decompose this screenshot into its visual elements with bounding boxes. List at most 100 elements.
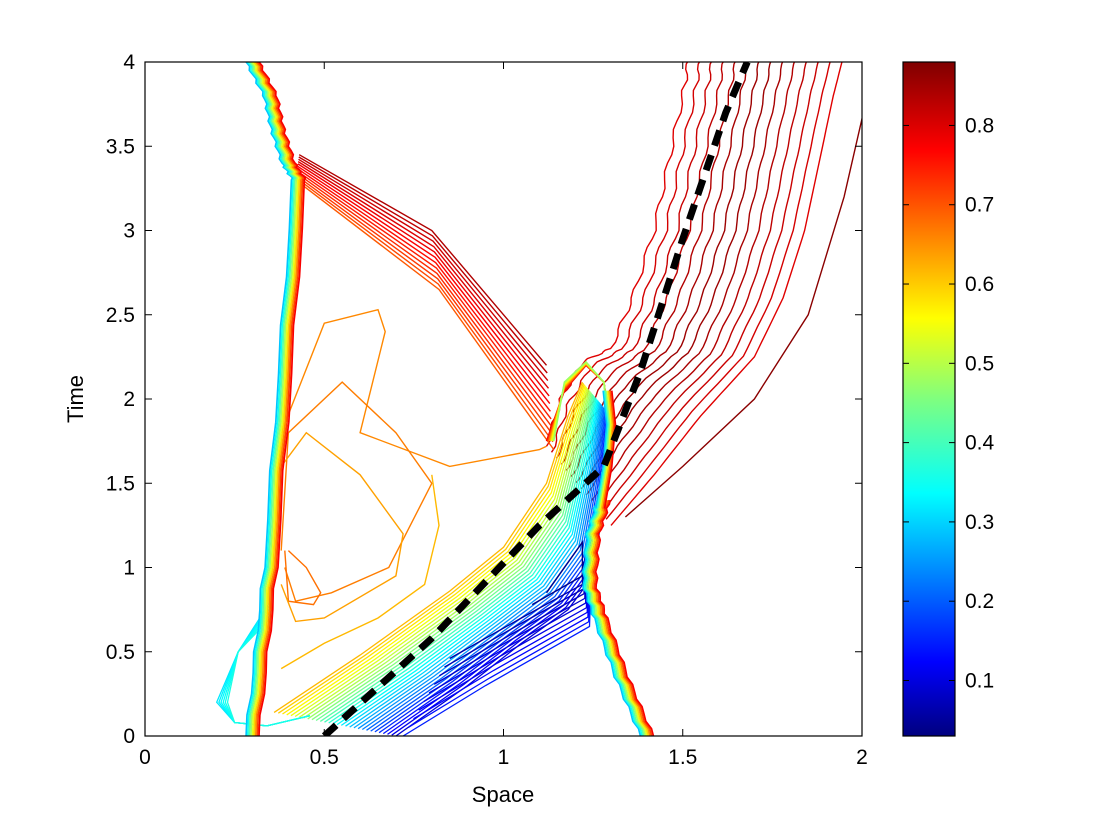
band-contour	[273, 381, 583, 713]
upper-left-contour	[296, 167, 551, 412]
plateau-contour	[280, 381, 433, 603]
band-contour	[353, 404, 602, 729]
upper-contour	[575, 62, 760, 484]
y-tick-label: 1.5	[106, 472, 135, 495]
right-shock	[581, 499, 642, 736]
wedge-contour	[531, 540, 584, 606]
x-tick-label: 2	[856, 746, 868, 769]
band-contour	[282, 384, 585, 715]
band-contour	[319, 394, 594, 722]
band-contour	[294, 387, 588, 718]
right-shock	[586, 499, 647, 736]
plateau-contour	[280, 431, 404, 623]
left-shock	[256, 62, 305, 736]
y-axis-label: Time	[63, 375, 88, 423]
upper-contour	[585, 62, 784, 496]
y-axis-ticks: 0 0.5 1 1.5 2 2.5 3 3.5 4	[106, 51, 862, 748]
band-contour	[311, 392, 592, 721]
upper-contour	[610, 62, 843, 526]
right-shock-upper	[596, 390, 610, 509]
left-shock	[250, 62, 299, 736]
right-shock	[583, 499, 643, 736]
upper-left-contour	[297, 165, 551, 405]
right-shock	[593, 499, 653, 736]
y-tick-label: 1	[123, 557, 135, 580]
right-shock-upper	[595, 390, 608, 509]
upper-left-contour	[298, 158, 549, 382]
right-shock	[585, 499, 645, 736]
upper-contour	[580, 62, 772, 490]
upper-left-contour	[296, 170, 552, 420]
band-contour	[307, 391, 591, 720]
y-tick-label: 2.5	[106, 304, 135, 327]
band-contour	[340, 400, 599, 726]
upper-contour	[605, 62, 831, 520]
band-contour	[370, 408, 606, 732]
left-shock	[258, 62, 307, 736]
upper-left-contour	[298, 154, 548, 366]
colorbar-tick-label: 0.1	[965, 669, 994, 692]
upper-left-contour	[296, 172, 553, 428]
colorbar	[903, 62, 955, 736]
right-shock	[591, 499, 651, 736]
y-tick-label: 0	[123, 725, 135, 748]
y-tick-label: 3.5	[106, 135, 135, 158]
right-shock-upper	[603, 390, 617, 509]
upper-left-contour	[297, 161, 550, 389]
colorbar-tick-label: 0.7	[965, 194, 994, 217]
plateau-contour	[280, 474, 440, 670]
plateau-contour	[284, 550, 322, 606]
right-shock-upper	[598, 390, 611, 509]
upper-contour	[595, 62, 808, 508]
upper-left-contour	[297, 163, 550, 397]
upper-contour	[624, 115, 862, 518]
band-contour	[315, 393, 593, 722]
colorbar-tick-label: 0.8	[965, 114, 994, 137]
upper-contour	[590, 62, 796, 502]
left-shock	[251, 62, 300, 736]
band-contour	[328, 397, 596, 724]
x-axis-label: Space	[472, 782, 534, 807]
y-tick-label: 4	[123, 51, 135, 74]
band-contour	[349, 403, 601, 728]
upper-contour	[600, 62, 819, 514]
band-contour	[336, 399, 598, 726]
upper-contour	[545, 62, 689, 447]
left-shock	[253, 62, 302, 736]
right-shock-upper	[599, 390, 612, 509]
left-shock	[248, 62, 297, 736]
colorbar-tick-label: 0.4	[965, 432, 995, 455]
upper-left-contour	[295, 177, 554, 443]
x-tick-label: 1.5	[668, 746, 697, 769]
right-shock	[588, 499, 648, 736]
band-contour	[277, 383, 585, 714]
left-lobe-contour	[226, 617, 311, 727]
band-contour	[332, 398, 597, 725]
plateau-contour	[280, 308, 547, 468]
right-shock	[594, 499, 655, 736]
band-contour	[303, 390, 590, 719]
y-tick-label: 0.5	[106, 641, 135, 664]
colorbar-frame	[902, 61, 956, 737]
band-contour	[286, 385, 586, 716]
upper-contour	[550, 62, 701, 453]
left-shock	[245, 62, 294, 736]
band-contour	[298, 388, 589, 718]
x-tick-label: 1	[498, 746, 510, 769]
dashed-line	[321, 62, 751, 736]
band-contour	[366, 407, 605, 731]
y-tick-label: 2	[123, 388, 135, 411]
y-tick-label: 3	[123, 220, 135, 243]
x-axis-ticks: 0 0.5 1 1.5 2	[139, 62, 868, 769]
colorbar-tick-label: 0.3	[965, 511, 994, 534]
band-contour	[345, 401, 600, 727]
upper-left-contour	[298, 156, 548, 374]
colorbar-tick-label: 0.2	[965, 590, 994, 613]
x-tick-label: 0.5	[310, 746, 339, 769]
contour-lines	[215, 62, 862, 736]
left-shock	[246, 62, 296, 736]
colorbar-tick-label: 0.6	[965, 273, 994, 296]
right-shock-upper	[600, 390, 614, 509]
